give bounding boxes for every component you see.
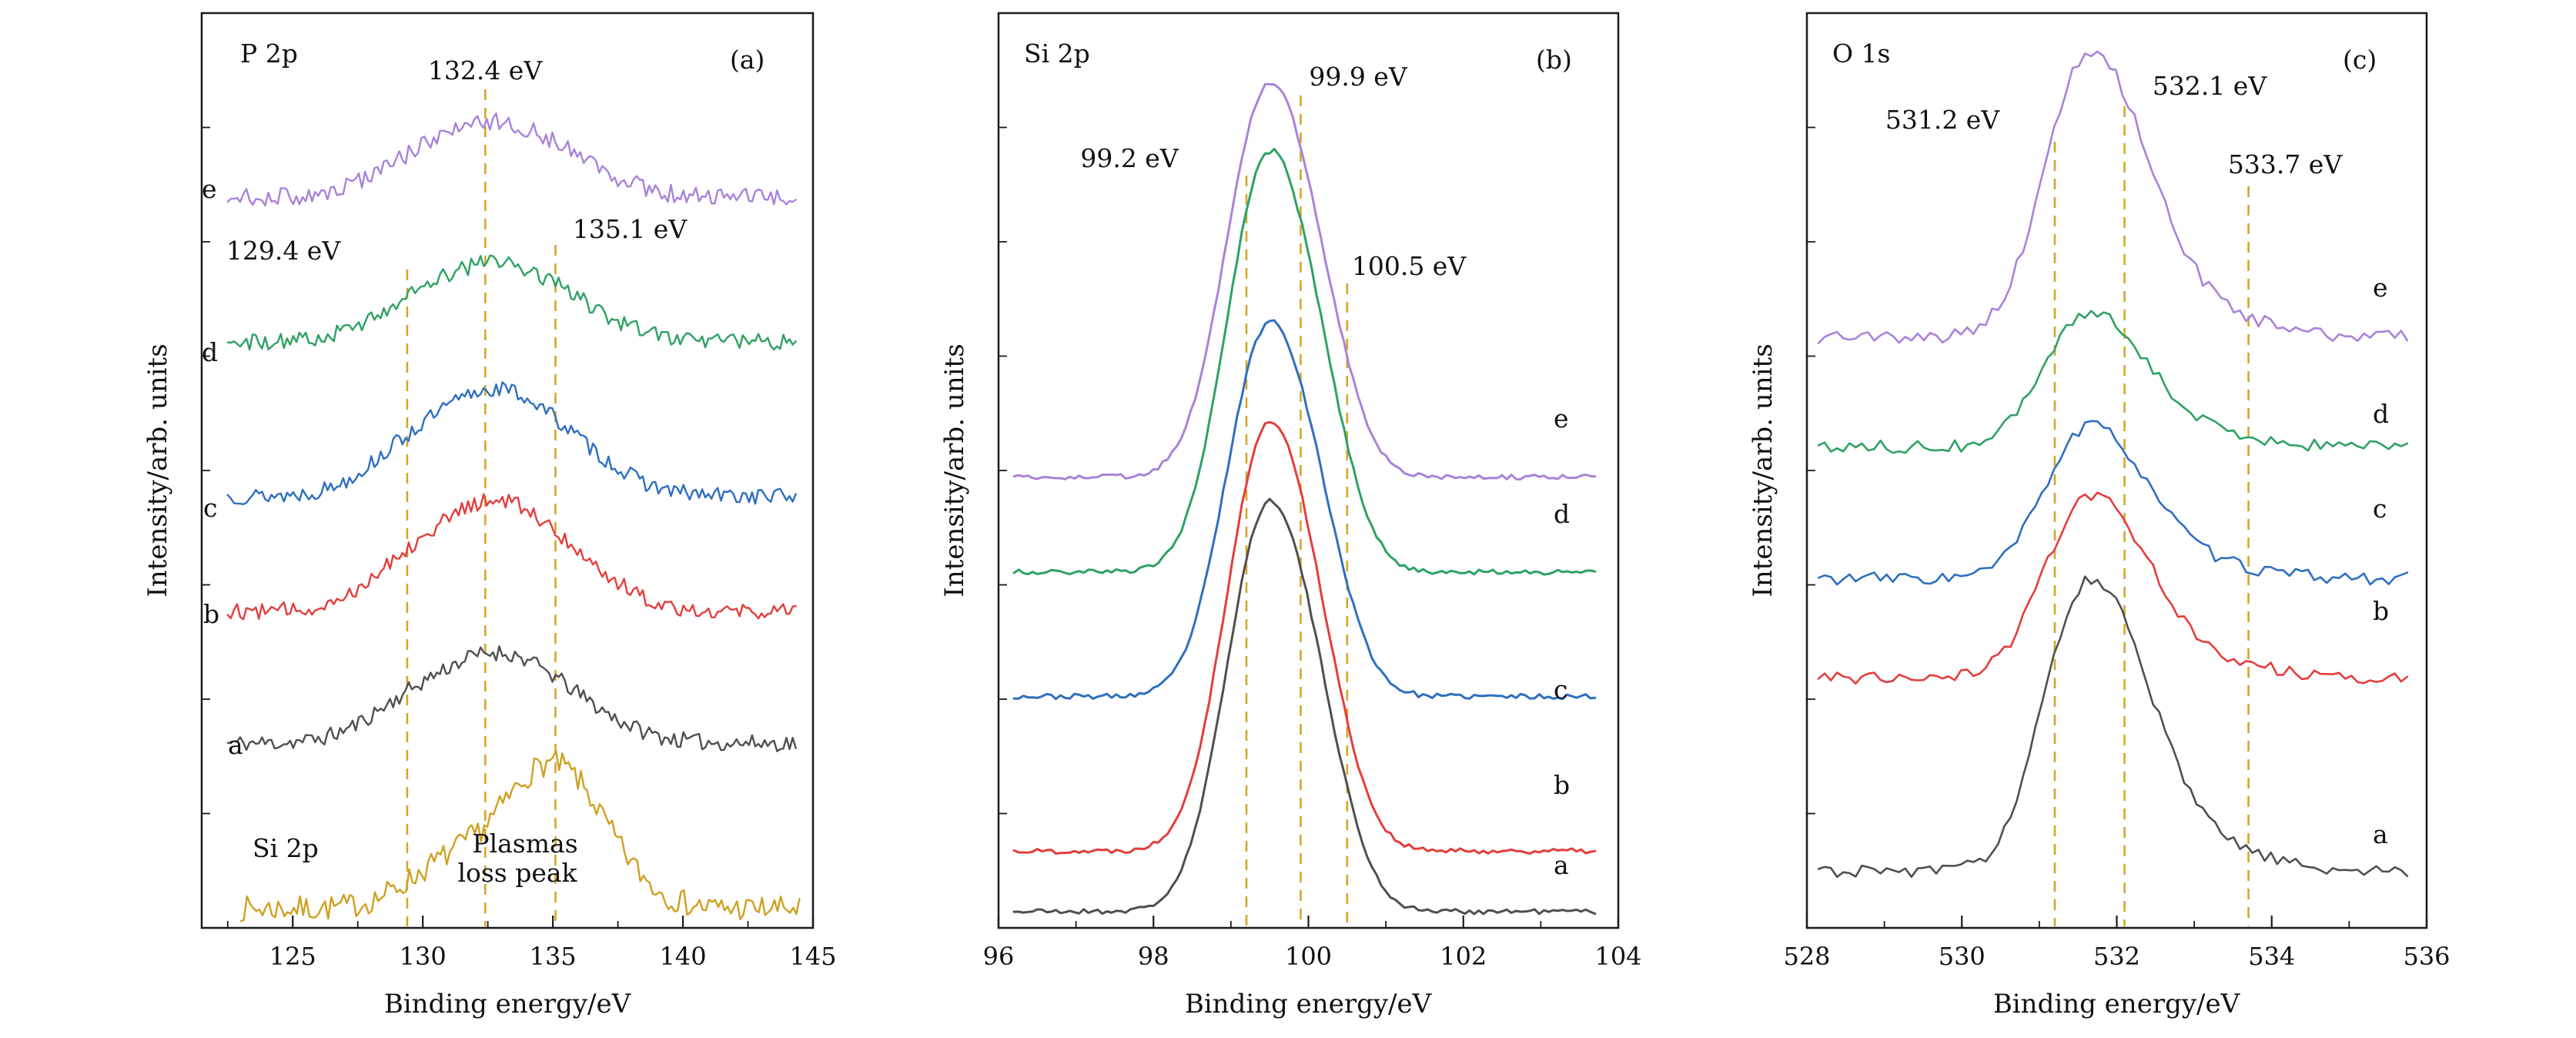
x-tick-label: 130 [400, 942, 447, 971]
curve-label-a-e: e [202, 174, 217, 204]
x-tick-label: 145 [789, 942, 836, 971]
guide-label-531-2: 531.2 eV [1885, 105, 2000, 135]
curve-label-b-b: b [1554, 770, 1571, 800]
panel-b-yaxis-title: Intensity/arb. units [939, 343, 970, 598]
x-tick-label: 530 [1939, 942, 1986, 971]
spectrum-b-e [1012, 82, 1597, 480]
spectrum-b-d [1012, 148, 1597, 576]
panel-a-title: P 2p [240, 39, 298, 69]
x-tick-label: 100 [1285, 942, 1332, 971]
spectrum-c-b [1817, 491, 2409, 685]
x-tick-label: 104 [1594, 942, 1641, 971]
x-tick-label: 125 [269, 942, 316, 971]
x-tick-label: 534 [2248, 942, 2295, 971]
x-tick-label: 98 [1138, 942, 1169, 971]
spectrum-b-a [1012, 497, 1597, 916]
spectrum-c-d [1817, 310, 2409, 454]
curve-label-b-e: e [1554, 403, 1569, 434]
panel-a: 125 130 135 140 145 [200, 12, 837, 971]
guide-label-100-5: 100.5 eV [1351, 251, 1467, 281]
guide-label-533-7: 533.7 eV [2227, 149, 2343, 179]
guide-label-135-1: 135.1 eV [572, 214, 687, 244]
curve-label-a-d: d [202, 337, 219, 367]
panel-a-corner-label: (a) [730, 45, 765, 75]
curve-label-c-d: d [2373, 399, 2390, 429]
spectrum-a-c [226, 381, 797, 505]
spectrum-b-b [1012, 420, 1597, 855]
spectrum-c-e [1817, 50, 2409, 344]
curve-label-a-b: b [203, 599, 220, 629]
spectrum-c-a [1817, 575, 2409, 879]
panel-c-title: O 1s [1832, 39, 1891, 69]
panel-c: 528 530 532 534 536 [1783, 12, 2451, 971]
x-tick-label: 528 [1783, 942, 1830, 971]
plot-frame [200, 12, 815, 929]
spectrum-c-c [1817, 420, 2409, 586]
guide-label-99-2: 99.2 eV [1080, 143, 1179, 173]
curve-label-b-a: a [1554, 850, 1569, 880]
x-tick-label: 96 [983, 942, 1015, 971]
panel-a-yaxis-title: Intensity/arb. units [142, 343, 173, 598]
guide-label-99-9: 99.9 eV [1309, 62, 1407, 92]
guide-label-132-4: 132.4 eV [427, 55, 543, 85]
panel-b-corner-label: (b) [1536, 45, 1572, 75]
x-tick-label: 140 [660, 942, 707, 971]
spectrum-a-e [226, 112, 797, 207]
curve-label-b-c: c [1554, 675, 1568, 705]
panel-a-xaxis-title: Binding energy/eV [383, 989, 631, 1020]
spectrum-b-c [1012, 319, 1597, 701]
spectrum-a-si2p-plasma-loss [239, 749, 801, 922]
spectrum-a-b [226, 493, 797, 621]
curve-label-c-e: e [2373, 273, 2388, 303]
x-tick-label: 102 [1440, 942, 1487, 971]
panel-b-xaxis-title: Binding energy/eV [1184, 989, 1432, 1020]
guide-label-532-1: 532.1 eV [2152, 71, 2267, 101]
panel-c-yaxis-title: Intensity/arb. units [1748, 343, 1778, 598]
guide-label-129-4: 129.4 eV [226, 236, 341, 266]
panel-c-corner-label: (c) [2343, 45, 2377, 75]
curve-label-c-a: a [2373, 819, 2388, 849]
curve-label-c-c: c [2373, 494, 2387, 524]
curve-label-a-a: a [228, 730, 243, 760]
plasma-loss-line1: Plasmas [472, 829, 578, 859]
spectrum-a-d [226, 254, 797, 351]
curve-label-b-d: d [1554, 499, 1571, 529]
x-tick-label: 135 [530, 942, 577, 971]
spectrum-a-a [226, 645, 797, 752]
panel-b: 96 98 100 102 104 [983, 12, 1642, 971]
x-tick-label: 532 [2093, 942, 2140, 971]
x-tick-label: 536 [2403, 942, 2450, 971]
panel-c-xaxis-title: Binding energy/eV [1992, 989, 2240, 1020]
si2p-bottom-label: Si 2p [253, 833, 319, 863]
panel-b-title: Si 2p [1024, 39, 1090, 69]
curve-label-c-b: b [2373, 596, 2390, 626]
curve-label-a-c: c [203, 493, 218, 523]
plasma-loss-line2: loss peak [457, 858, 577, 888]
